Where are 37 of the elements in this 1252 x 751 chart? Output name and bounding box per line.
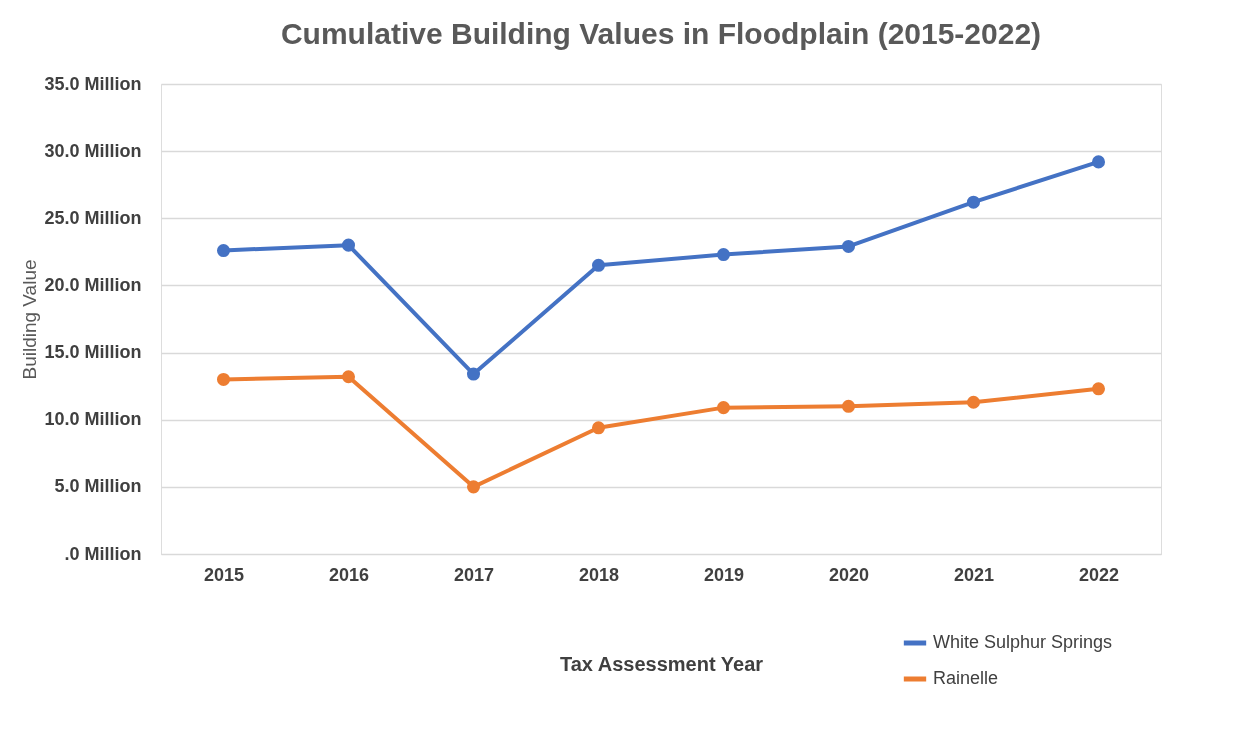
y-tick-label: 25.0 Million	[44, 207, 142, 228]
y-tick-label: .0 Million	[64, 543, 142, 564]
point	[716, 248, 731, 262]
y-tick-label: 20.0 Million	[44, 274, 142, 295]
x-axis-title: Tax Assessment Year	[559, 652, 764, 675]
y-tick-label: 30.0 Million	[44, 140, 142, 161]
point	[591, 258, 606, 272]
point	[716, 401, 731, 415]
x-tick-label: 2015	[203, 564, 245, 585]
y-tick-label: 35.0 Million	[44, 73, 142, 94]
x-tick-label: 2019	[703, 564, 745, 585]
legend-label: White Sulphur Springs	[933, 632, 1113, 652]
x-tick-label: 2016	[328, 564, 370, 585]
y-tick-label: 5.0 Million	[54, 476, 142, 497]
x-tick-label: 2020	[828, 564, 870, 585]
point	[466, 367, 481, 381]
y-tick-label: 15.0 Million	[44, 342, 142, 363]
point	[966, 195, 981, 209]
x-tick-label: 2017	[453, 564, 495, 585]
point	[216, 244, 231, 258]
point	[216, 372, 231, 386]
point	[1091, 382, 1106, 396]
x-tick-label: 2021	[953, 564, 995, 585]
point	[966, 395, 981, 409]
point	[841, 239, 856, 253]
y-tick-label: 10.0 Million	[44, 409, 142, 430]
point	[341, 370, 356, 384]
point	[591, 421, 606, 435]
x-tick-label: 2018	[578, 564, 620, 585]
point	[466, 480, 481, 494]
legend-label: Rainelle	[933, 668, 999, 688]
point	[1091, 155, 1106, 169]
point	[341, 238, 356, 252]
x-tick-label: 2022	[1078, 564, 1120, 585]
y-axis-title: Building Value	[19, 259, 41, 380]
chart-title: Cumulative Building Values in Floodplain (2015-2022)	[280, 17, 1042, 50]
point	[841, 399, 856, 413]
